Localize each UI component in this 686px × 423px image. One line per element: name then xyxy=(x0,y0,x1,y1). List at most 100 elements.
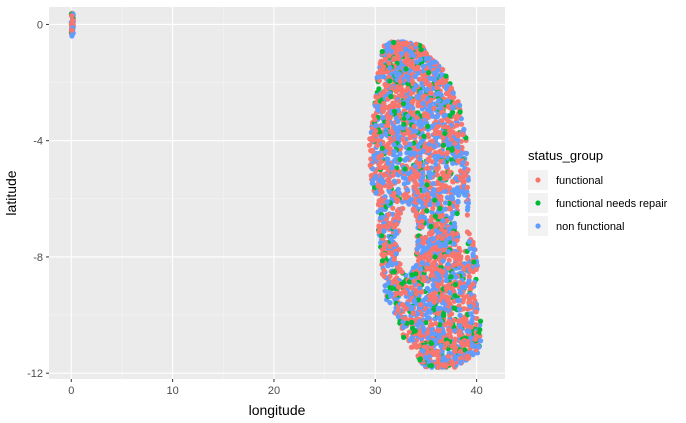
data-point xyxy=(457,348,463,354)
data-point xyxy=(457,102,463,108)
data-point xyxy=(450,160,456,166)
data-point xyxy=(382,81,388,88)
data-point xyxy=(417,243,423,249)
data-point xyxy=(416,343,422,349)
data-point xyxy=(369,148,376,154)
data-point xyxy=(390,43,396,50)
data-point xyxy=(395,314,401,320)
data-point xyxy=(424,265,430,271)
data-point xyxy=(441,247,447,253)
data-point xyxy=(428,363,435,369)
data-point xyxy=(373,128,379,134)
data-point xyxy=(420,274,427,280)
data-point xyxy=(434,172,440,178)
data-point xyxy=(428,331,434,337)
data-point xyxy=(407,337,413,343)
data-point xyxy=(376,223,382,229)
data-point xyxy=(466,274,472,280)
data-point xyxy=(394,84,400,90)
data-point xyxy=(440,172,446,178)
data-point xyxy=(445,124,451,130)
data-point xyxy=(418,302,424,308)
x-tick-label: 20 xyxy=(268,385,280,397)
data-point xyxy=(371,154,377,160)
data-point xyxy=(420,94,426,100)
data-point xyxy=(465,167,471,173)
data-point xyxy=(451,241,457,247)
data-point xyxy=(418,47,424,53)
data-point xyxy=(381,64,387,70)
data-point xyxy=(396,190,402,196)
data-point xyxy=(455,158,461,164)
data-point xyxy=(437,305,444,311)
data-point xyxy=(447,235,453,241)
data-point xyxy=(425,147,431,154)
data-point xyxy=(445,353,451,359)
data-point xyxy=(403,195,409,201)
data-point xyxy=(465,263,471,269)
data-point xyxy=(415,189,421,195)
data-point xyxy=(442,130,448,137)
data-point xyxy=(441,330,447,336)
data-point xyxy=(388,48,394,54)
data-point xyxy=(421,187,427,193)
data-point xyxy=(387,114,393,121)
data-point xyxy=(457,280,463,286)
data-point xyxy=(473,322,479,328)
data-point xyxy=(379,214,385,221)
data-point xyxy=(406,329,412,335)
data-point xyxy=(413,41,419,47)
data-point xyxy=(403,156,409,162)
data-point xyxy=(465,200,471,206)
data-point xyxy=(448,334,454,340)
data-point xyxy=(405,170,411,177)
data-point xyxy=(435,67,441,73)
data-point xyxy=(372,117,378,123)
data-point xyxy=(454,261,460,267)
data-point xyxy=(397,156,403,163)
data-point xyxy=(466,239,473,245)
data-point xyxy=(404,97,411,103)
data-points xyxy=(68,10,484,370)
data-point xyxy=(427,201,433,208)
data-point xyxy=(381,251,388,257)
data-point xyxy=(430,205,436,211)
data-point xyxy=(424,182,430,188)
data-point xyxy=(470,343,476,349)
data-point xyxy=(407,135,413,141)
data-point xyxy=(391,101,397,107)
data-point xyxy=(413,287,419,293)
data-point xyxy=(393,229,399,235)
data-point xyxy=(411,53,417,59)
data-point xyxy=(424,191,430,197)
data-point xyxy=(423,355,429,361)
data-point xyxy=(433,129,439,135)
data-point xyxy=(418,266,424,272)
data-point xyxy=(400,206,406,212)
y-tick-label: 0 xyxy=(37,19,43,31)
data-point xyxy=(395,129,401,135)
data-point xyxy=(438,158,444,164)
data-point xyxy=(417,156,423,162)
data-point xyxy=(440,355,446,361)
data-point xyxy=(433,320,439,327)
data-point xyxy=(397,151,403,157)
data-point xyxy=(459,284,465,290)
data-point xyxy=(379,207,385,213)
data-point xyxy=(430,236,436,242)
data-point xyxy=(386,184,392,190)
data-point xyxy=(420,63,426,69)
data-point xyxy=(381,228,387,234)
data-point xyxy=(419,224,425,230)
data-point xyxy=(426,55,432,62)
data-point xyxy=(457,109,463,115)
data-point xyxy=(435,124,441,130)
data-point xyxy=(429,230,435,236)
data-point xyxy=(392,179,398,185)
data-point xyxy=(418,56,424,63)
data-point xyxy=(443,286,449,292)
data-point xyxy=(442,253,448,259)
data-point xyxy=(440,258,446,264)
data-point xyxy=(387,243,393,250)
